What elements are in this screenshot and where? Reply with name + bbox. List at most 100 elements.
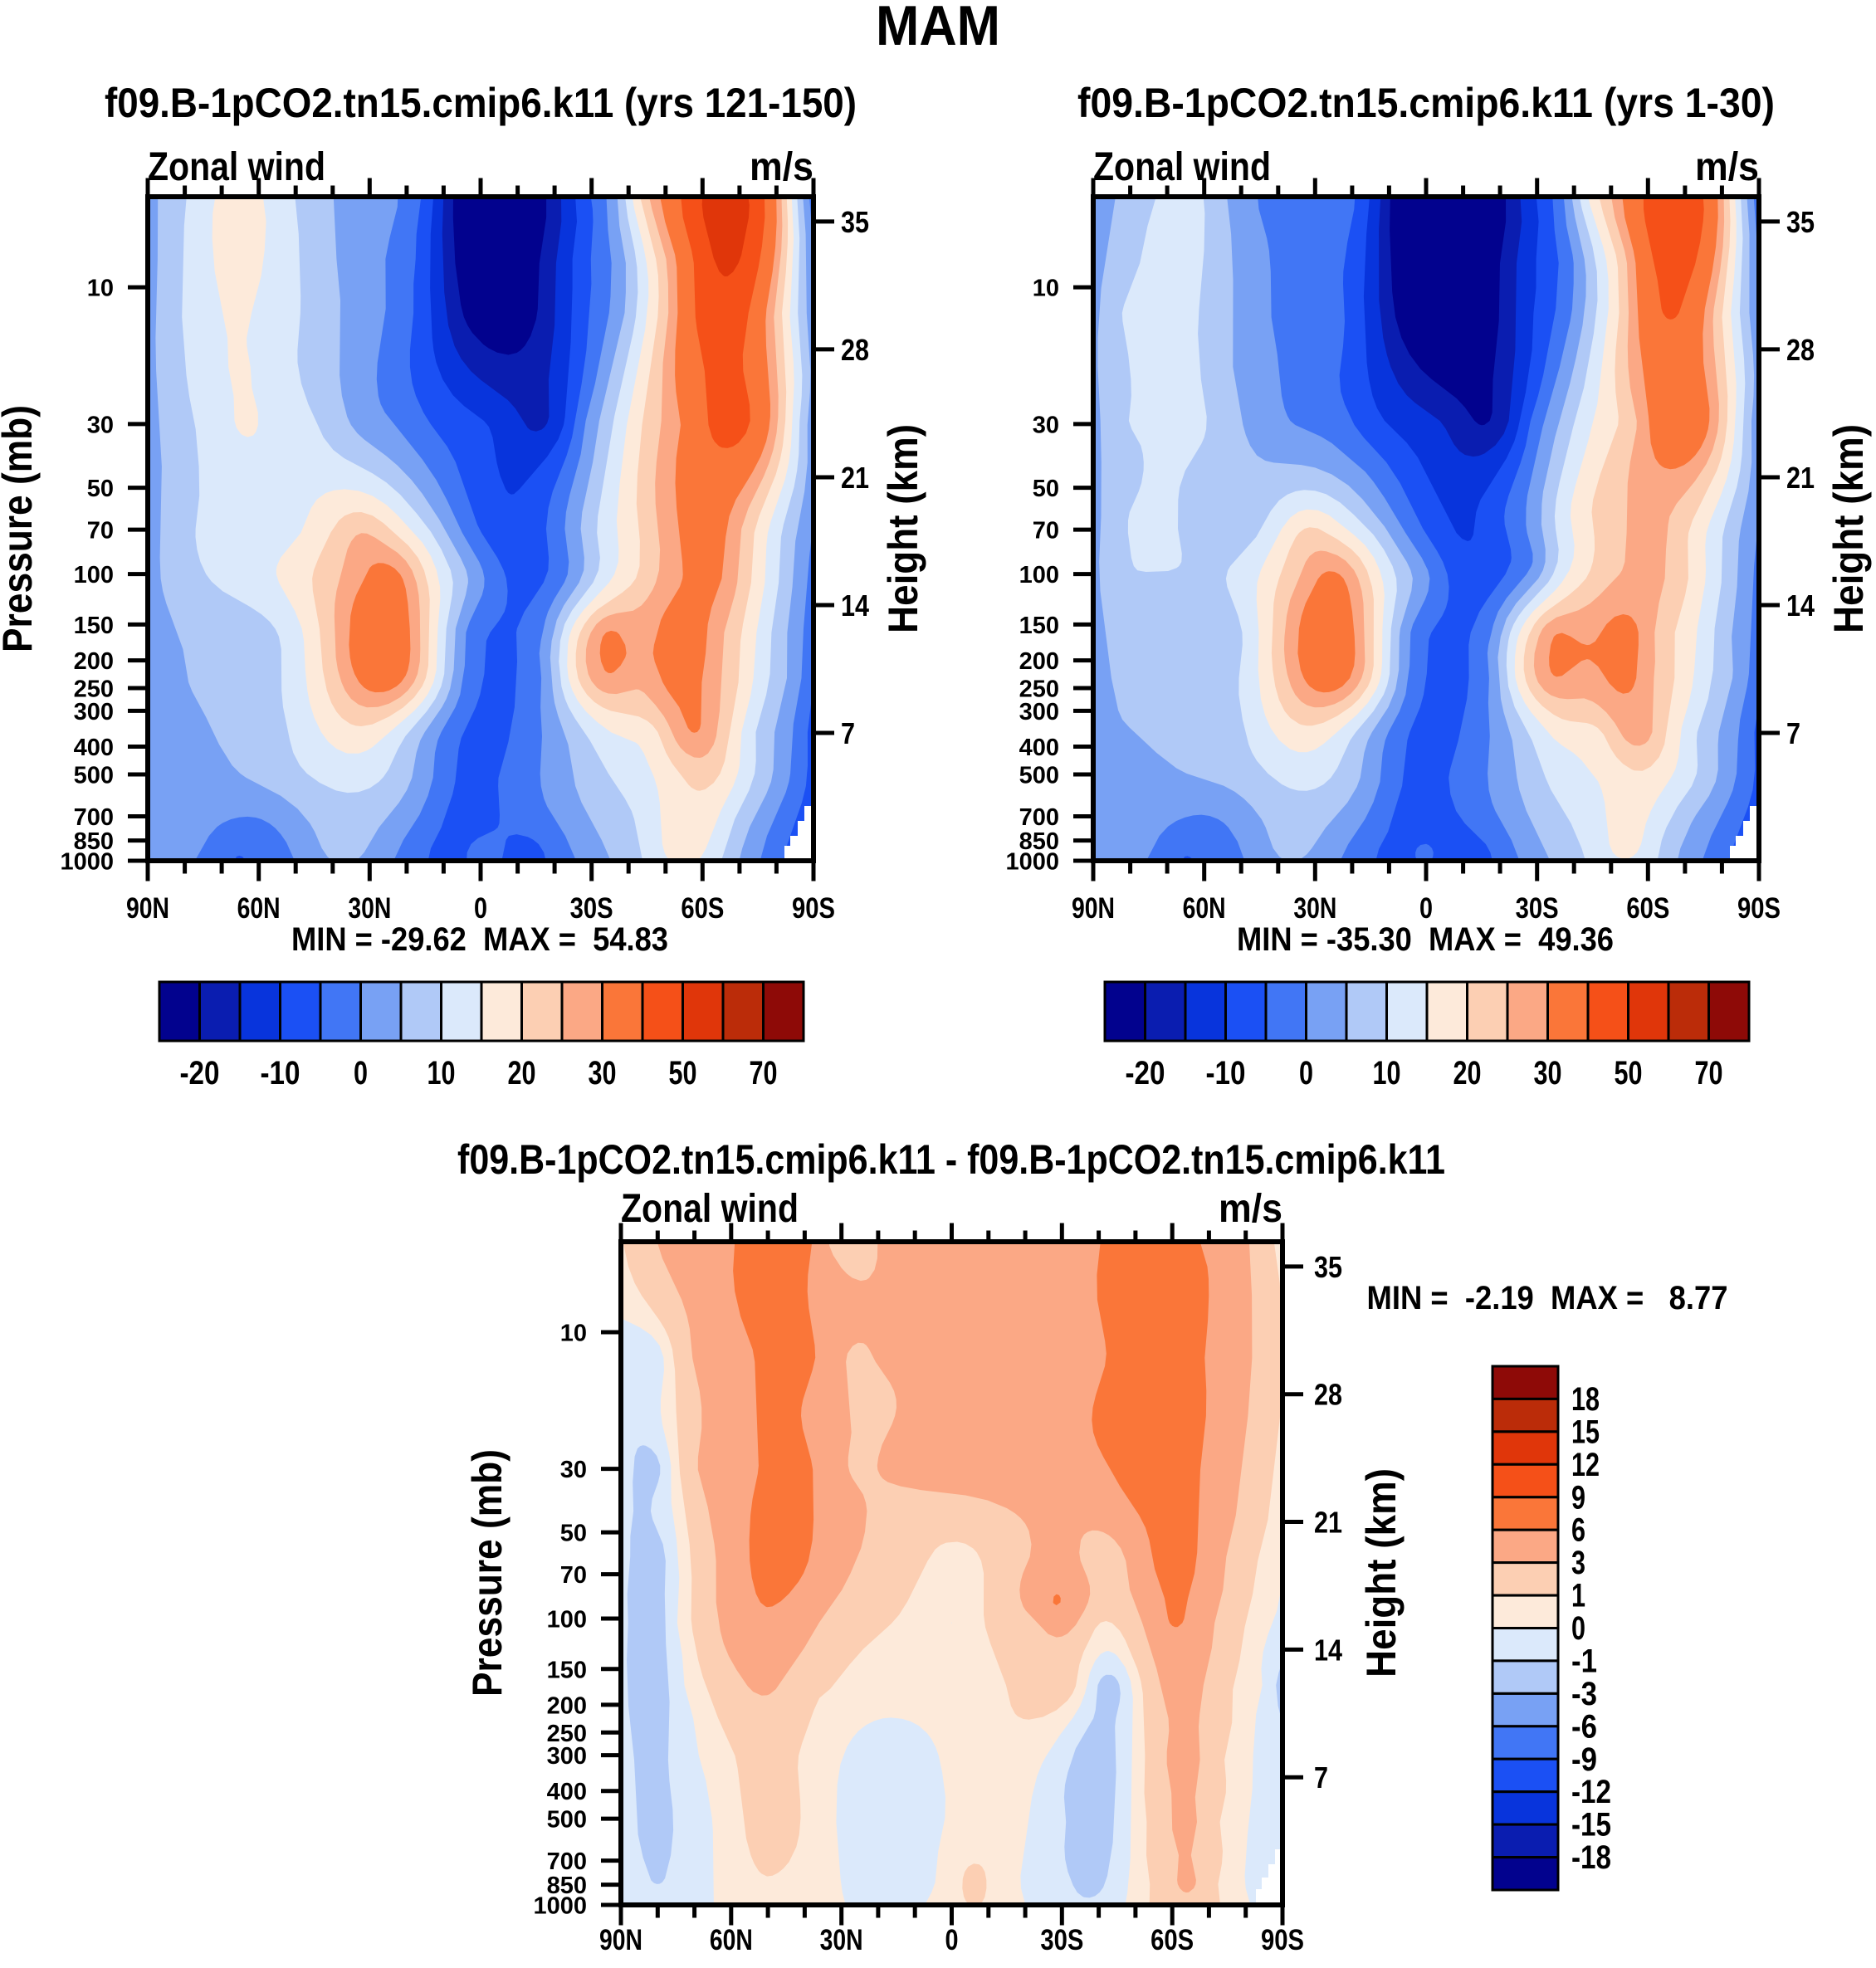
- svg-text:30: 30: [560, 1457, 587, 1483]
- svg-text:30: 30: [1534, 1055, 1562, 1091]
- svg-text:50: 50: [560, 1521, 587, 1547]
- svg-text:250: 250: [1019, 676, 1059, 703]
- svg-text:0: 0: [354, 1055, 368, 1091]
- svg-text:-6: -6: [1571, 1708, 1597, 1745]
- svg-text:Zonal wind: Zonal wind: [148, 145, 325, 189]
- svg-text:50: 50: [87, 476, 114, 502]
- svg-text:500: 500: [1019, 763, 1059, 789]
- svg-text:400: 400: [1019, 735, 1059, 761]
- svg-text:90S: 90S: [1737, 892, 1781, 925]
- svg-text:MIN = -29.62 MAX = 54.83: MIN = -29.62 MAX = 54.83: [291, 921, 668, 958]
- svg-text:f09.B-1pCO2.tn15.cmip6.k11 - f: f09.B-1pCO2.tn15.cmip6.k11 - f09.B-1pCO2…: [457, 1136, 1445, 1183]
- svg-text:90N: 90N: [599, 1924, 642, 1956]
- svg-text:700: 700: [1019, 804, 1059, 831]
- svg-text:1000: 1000: [533, 1893, 587, 1920]
- svg-text:30S: 30S: [570, 892, 613, 925]
- svg-text:10: 10: [427, 1055, 456, 1091]
- svg-text:0: 0: [474, 892, 487, 925]
- svg-text:f09.B-1pCO2.tn15.cmip6.k11 (yr: f09.B-1pCO2.tn15.cmip6.k11 (yrs 1-30): [1077, 80, 1775, 126]
- svg-text:70: 70: [87, 518, 114, 544]
- svg-text:700: 700: [74, 804, 114, 831]
- svg-text:90S: 90S: [792, 892, 835, 925]
- svg-text:70: 70: [750, 1055, 778, 1091]
- svg-text:14: 14: [841, 588, 869, 623]
- svg-text:7: 7: [1786, 716, 1800, 750]
- svg-text:30N: 30N: [820, 1924, 863, 1956]
- svg-text:-1: -1: [1571, 1643, 1597, 1679]
- svg-text:1: 1: [1571, 1578, 1585, 1614]
- svg-text:35: 35: [1786, 205, 1815, 239]
- svg-text:-20: -20: [1126, 1055, 1165, 1091]
- svg-text:7: 7: [841, 716, 855, 750]
- svg-text:150: 150: [74, 613, 114, 639]
- svg-text:500: 500: [74, 763, 114, 789]
- svg-text:Zonal wind: Zonal wind: [621, 1187, 799, 1231]
- svg-text:MAM: MAM: [876, 0, 1000, 57]
- svg-text:100: 100: [1019, 562, 1059, 588]
- svg-text:400: 400: [547, 1779, 587, 1805]
- svg-text:500: 500: [547, 1807, 587, 1834]
- svg-text:0: 0: [945, 1924, 959, 1956]
- svg-text:MIN = -2.19 MAX = 8.77: MIN = -2.19 MAX = 8.77: [1367, 1280, 1728, 1316]
- svg-text:1000: 1000: [60, 849, 114, 876]
- svg-text:100: 100: [547, 1607, 587, 1633]
- svg-text:200: 200: [74, 648, 114, 675]
- svg-text:150: 150: [1019, 613, 1059, 639]
- svg-text:m/s: m/s: [1695, 145, 1759, 189]
- svg-text:30S: 30S: [1516, 892, 1559, 925]
- svg-text:60N: 60N: [710, 1924, 753, 1956]
- svg-text:20: 20: [508, 1055, 536, 1091]
- svg-text:m/s: m/s: [1219, 1187, 1282, 1231]
- svg-text:10: 10: [1033, 276, 1059, 302]
- svg-text:10: 10: [87, 276, 114, 302]
- svg-text:30: 30: [1033, 412, 1059, 438]
- svg-text:-10: -10: [261, 1055, 300, 1091]
- svg-text:300: 300: [1019, 699, 1059, 725]
- svg-text:400: 400: [74, 735, 114, 761]
- svg-text:1000: 1000: [1005, 849, 1059, 876]
- svg-text:0: 0: [1571, 1610, 1585, 1647]
- svg-text:70: 70: [1695, 1055, 1723, 1091]
- svg-text:0: 0: [1299, 1055, 1313, 1091]
- svg-text:60S: 60S: [681, 892, 724, 925]
- svg-text:-10: -10: [1206, 1055, 1246, 1091]
- svg-text:MIN = -35.30 MAX = 49.36: MIN = -35.30 MAX = 49.36: [1237, 921, 1614, 958]
- svg-text:Height (km): Height (km): [880, 424, 926, 633]
- svg-text:28: 28: [1314, 1378, 1342, 1412]
- svg-text:-12: -12: [1571, 1774, 1611, 1810]
- svg-text:60S: 60S: [1626, 892, 1669, 925]
- svg-text:60N: 60N: [1183, 892, 1226, 925]
- svg-text:250: 250: [74, 676, 114, 703]
- svg-text:m/s: m/s: [750, 145, 813, 189]
- svg-text:6: 6: [1571, 1512, 1585, 1549]
- svg-text:15: 15: [1571, 1414, 1600, 1450]
- svg-text:Pressure (mb): Pressure (mb): [464, 1449, 511, 1697]
- svg-text:250: 250: [547, 1721, 587, 1747]
- svg-text:700: 700: [547, 1848, 587, 1875]
- svg-text:Height (km): Height (km): [1358, 1468, 1405, 1677]
- svg-text:14: 14: [1786, 588, 1815, 623]
- svg-text:18: 18: [1571, 1381, 1600, 1418]
- svg-text:35: 35: [841, 205, 869, 239]
- svg-text:28: 28: [841, 333, 869, 367]
- svg-text:14: 14: [1314, 1633, 1342, 1667]
- svg-text:60S: 60S: [1151, 1924, 1194, 1956]
- svg-text:70: 70: [1033, 518, 1059, 544]
- svg-text:60N: 60N: [237, 892, 281, 925]
- svg-text:12: 12: [1571, 1447, 1600, 1483]
- svg-text:0: 0: [1419, 892, 1433, 925]
- svg-text:9: 9: [1571, 1479, 1585, 1516]
- svg-text:28: 28: [1786, 333, 1815, 367]
- svg-text:100: 100: [74, 562, 114, 588]
- svg-text:-9: -9: [1571, 1741, 1597, 1778]
- svg-text:Zonal wind: Zonal wind: [1093, 145, 1271, 189]
- svg-text:10: 10: [1373, 1055, 1401, 1091]
- svg-text:850: 850: [1019, 828, 1059, 855]
- svg-text:30: 30: [87, 412, 114, 438]
- svg-text:30: 30: [589, 1055, 617, 1091]
- svg-text:35: 35: [1314, 1250, 1342, 1284]
- svg-text:200: 200: [547, 1692, 587, 1719]
- svg-text:300: 300: [547, 1743, 587, 1770]
- svg-text:850: 850: [547, 1873, 587, 1899]
- svg-text:7: 7: [1314, 1760, 1328, 1795]
